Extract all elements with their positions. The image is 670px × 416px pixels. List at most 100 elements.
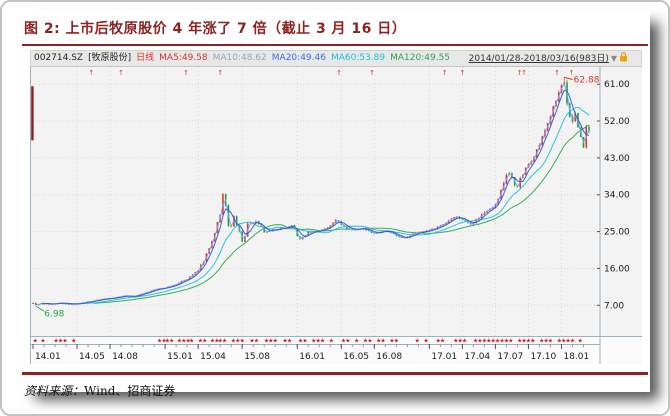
event-star-icon: ★ <box>320 338 325 345</box>
event-star-icon: ★ <box>504 338 509 345</box>
source-line: 资料来源：Wind、招商证券 <box>22 375 650 399</box>
left-red-bar <box>31 86 34 141</box>
x-tick-label: 17.10 <box>530 352 556 362</box>
y-tick-label: 61.00 <box>604 80 630 90</box>
date-range[interactable]: 2014/01/28-2018/03/16(983日) <box>468 54 609 64</box>
x-tick-label: 17.04 <box>464 352 490 362</box>
event-star-icon: ★ <box>491 338 496 345</box>
exdiv-marker-icon: ↑ <box>521 69 527 77</box>
x-tick-label: 16.01 <box>299 352 325 362</box>
event-star-icon: ★ <box>254 338 259 345</box>
lock-icon[interactable] <box>619 52 628 68</box>
event-star-icon: ★ <box>186 338 191 345</box>
source-label: 资料来源： <box>24 384 85 398</box>
exdiv-marker-icon: ↑ <box>118 69 124 77</box>
event-star-icon: ★ <box>415 338 420 345</box>
x-tick-label: 14.01 <box>35 352 61 362</box>
x-tick-label: 17.07 <box>497 352 523 362</box>
y-tick-label: 7.00 <box>604 301 624 311</box>
x-tick-label: 17.01 <box>431 352 457 362</box>
event-star-icon: ★ <box>389 338 394 345</box>
event-star-icon: ★ <box>198 338 203 345</box>
x-tick-label: 15.04 <box>200 352 226 362</box>
exdiv-marker-icon: ↑ <box>517 69 523 77</box>
event-star-icon: ★ <box>157 338 162 345</box>
high-price-annotation: 62.88 <box>574 75 600 85</box>
event-star-icon: ★ <box>543 338 548 345</box>
y-tick-label: 25.00 <box>604 228 630 238</box>
event-star-icon: ★ <box>40 338 45 345</box>
ma-legend-4: MA120:49.55 <box>390 53 451 63</box>
event-star-icon: ★ <box>473 338 478 345</box>
event-star-icon: ★ <box>264 338 269 345</box>
event-star-icon: ★ <box>495 338 500 345</box>
exdiv-marker-icon: ↑ <box>336 69 342 77</box>
event-star-icon: ★ <box>440 338 445 345</box>
exdiv-marker-icon: ↑ <box>217 69 223 77</box>
event-star-icon: ★ <box>231 338 236 345</box>
exdiv-marker-icon: ↑ <box>442 69 448 77</box>
header-right: 2014/01/28-2018/03/16(983日) ▼ <box>469 51 633 68</box>
event-star-icon: ★ <box>217 338 222 345</box>
stock-chart: 002714.SZ [牧原股份] 日线 MA5:49.58 MA10:48.62 MA20… <box>30 50 642 368</box>
event-star-icon: ★ <box>363 338 368 345</box>
event-star-icon: ★ <box>58 338 63 345</box>
event-star-icon: ★ <box>570 338 575 345</box>
event-star-icon: ★ <box>521 338 526 345</box>
source-text: Wind、招商证券 <box>84 384 176 398</box>
event-star-icon: ★ <box>526 338 531 345</box>
event-star-icon: ★ <box>477 338 482 345</box>
stock-name: [牧原股份] <box>88 53 132 63</box>
event-star-icon: ★ <box>530 338 535 345</box>
exdiv-marker-icon: ↑ <box>459 69 465 77</box>
event-star-icon: ★ <box>341 338 346 345</box>
event-star-icon: ★ <box>380 338 385 345</box>
chevron-down-icon[interactable]: ▼ <box>610 54 617 63</box>
event-star-icon: ★ <box>329 338 334 345</box>
event-star-icon: ★ <box>53 338 58 345</box>
event-star-icon: ★ <box>214 338 219 345</box>
event-star-icon: ★ <box>435 338 440 345</box>
event-star-icon: ★ <box>577 338 582 345</box>
x-tick-label: 14.08 <box>112 352 138 362</box>
y-tick-label: 52.00 <box>604 117 630 127</box>
event-star-icon: ★ <box>33 338 38 345</box>
event-star-icon: ★ <box>239 338 244 345</box>
event-star-icon: ★ <box>548 338 553 345</box>
event-star-icon: ★ <box>268 338 273 345</box>
exdiv-marker-icon: ↑ <box>369 69 375 77</box>
event-star-icon: ★ <box>62 338 67 345</box>
event-star-icon: ★ <box>287 338 292 345</box>
ma-legend-3: MA60:53.89 <box>330 53 386 63</box>
exdiv-marker-icon: ↑ <box>88 69 94 77</box>
x-tick-label: 15.08 <box>244 352 270 362</box>
figure-title: 图 2: 上市后牧原股价 4 年涨了 7 倍（截止 3 月 16 日） <box>24 21 407 37</box>
event-star-icon: ★ <box>482 338 487 345</box>
exdiv-marker-icon: ↑ <box>554 69 560 77</box>
period-label[interactable]: 日线 <box>136 53 155 63</box>
event-star-icon: ★ <box>181 338 186 345</box>
chart-header: 002714.SZ [牧原股份] 日线 MA5:49.58 MA10:48.62 MA20… <box>30 50 642 67</box>
event-star-icon: ★ <box>499 338 504 345</box>
event-star-icon: ★ <box>539 338 544 345</box>
event-star-icon: ★ <box>423 338 428 345</box>
event-star-icon: ★ <box>462 338 467 345</box>
event-star-icon: ★ <box>210 338 215 345</box>
ma-legend-1: MA10:48.62 <box>212 53 267 63</box>
event-star-icon: ★ <box>311 338 316 345</box>
event-star-icon: ★ <box>394 338 399 345</box>
event-star-icon: ★ <box>273 338 278 345</box>
axis-band-bg <box>30 336 642 364</box>
event-star-icon: ★ <box>367 338 372 345</box>
x-tick-label: 15.01 <box>167 352 193 362</box>
event-star-icon: ★ <box>249 338 254 345</box>
event-star-icon: ★ <box>202 338 207 345</box>
title-rule <box>22 44 648 46</box>
event-star-icon: ★ <box>298 338 303 345</box>
event-star-icon: ★ <box>345 338 350 345</box>
event-star-icon: ★ <box>177 338 182 345</box>
plot-bg <box>30 67 642 336</box>
y-tick-label: 43.00 <box>604 154 630 164</box>
y-tick-label: 16.00 <box>604 264 630 274</box>
ma-line-MA60 <box>63 106 590 305</box>
